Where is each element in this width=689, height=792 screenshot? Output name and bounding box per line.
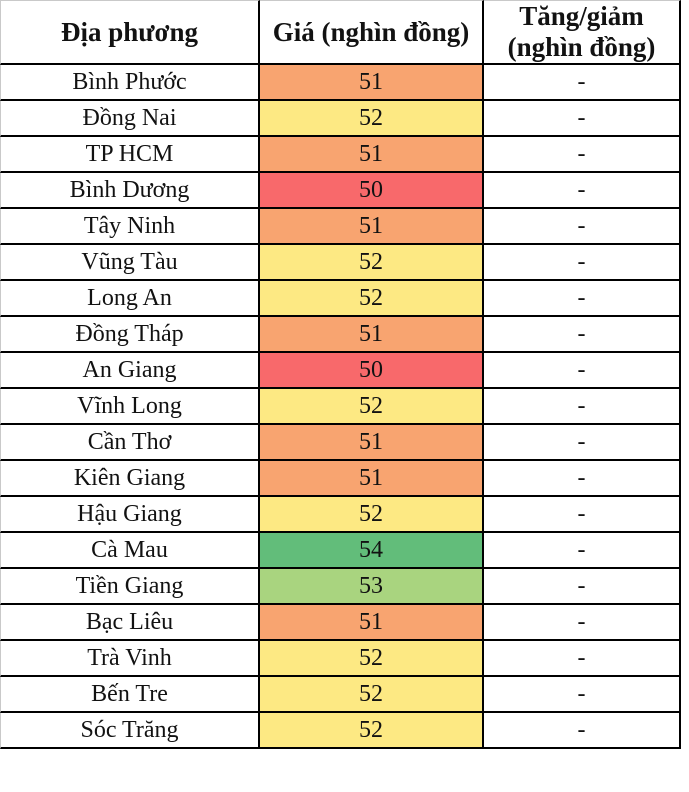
change-cell: - xyxy=(484,245,681,282)
table-row: Hậu Giang 52 - xyxy=(0,497,681,534)
price-cell: 52 xyxy=(260,245,484,282)
change-cell: - xyxy=(484,425,681,462)
change-cell: - xyxy=(484,173,681,210)
table-row: Đồng Nai 52 - xyxy=(0,101,681,138)
table-row: An Giang 50 - xyxy=(0,353,681,390)
price-cell: 52 xyxy=(260,677,484,714)
price-cell: 51 xyxy=(260,605,484,642)
table-row: Vĩnh Long 52 - xyxy=(0,389,681,426)
price-cell: 51 xyxy=(260,209,484,246)
table-row: Bình Dương 50 - xyxy=(0,173,681,210)
table-row: Tây Ninh 51 - xyxy=(0,209,681,246)
table-row: Trà Vinh 52 - xyxy=(0,641,681,678)
column-header-price: Giá (nghìn đồng) xyxy=(260,0,484,66)
table-row: Cần Thơ 51 - xyxy=(0,425,681,462)
table-row: Bạc Liêu 51 - xyxy=(0,605,681,642)
change-cell: - xyxy=(484,533,681,570)
change-cell: - xyxy=(484,389,681,426)
province-cell: Long An xyxy=(0,281,260,318)
column-header-province: Địa phương xyxy=(0,0,260,66)
table-row: Bến Tre 52 - xyxy=(0,677,681,714)
price-cell: 51 xyxy=(260,461,484,498)
price-cell: 51 xyxy=(260,317,484,354)
province-cell: Cần Thơ xyxy=(0,425,260,462)
province-cell: Bình Dương xyxy=(0,173,260,210)
province-cell: Bến Tre xyxy=(0,677,260,714)
change-cell: - xyxy=(484,713,681,750)
change-cell: - xyxy=(484,641,681,678)
province-cell: Đồng Tháp xyxy=(0,317,260,354)
price-cell: 52 xyxy=(260,101,484,138)
change-cell: - xyxy=(484,209,681,246)
change-cell: - xyxy=(484,497,681,534)
province-cell: Cà Mau xyxy=(0,533,260,570)
price-cell: 51 xyxy=(260,65,484,102)
table-row: Tiền Giang 53 - xyxy=(0,569,681,606)
province-cell: Hậu Giang xyxy=(0,497,260,534)
change-cell: - xyxy=(484,317,681,354)
price-cell: 53 xyxy=(260,569,484,606)
province-cell: Tây Ninh xyxy=(0,209,260,246)
province-cell: Tiền Giang xyxy=(0,569,260,606)
table-row: Long An 52 - xyxy=(0,281,681,318)
price-cell: 51 xyxy=(260,137,484,174)
change-cell: - xyxy=(484,569,681,606)
price-cell: 52 xyxy=(260,641,484,678)
province-cell: Bạc Liêu xyxy=(0,605,260,642)
change-cell: - xyxy=(484,137,681,174)
province-cell: Đồng Nai xyxy=(0,101,260,138)
change-cell: - xyxy=(484,461,681,498)
header-row: Địa phương Giá (nghìn đồng) Tăng/giảm (n… xyxy=(0,0,681,66)
price-cell: 54 xyxy=(260,533,484,570)
table-row: Cà Mau 54 - xyxy=(0,533,681,570)
table-body: Bình Phước 51 - Đồng Nai 52 - TP HCM 51 … xyxy=(0,65,681,750)
province-cell: Sóc Trăng xyxy=(0,713,260,750)
province-cell: Trà Vinh xyxy=(0,641,260,678)
price-cell: 52 xyxy=(260,389,484,426)
change-cell: - xyxy=(484,605,681,642)
change-cell: - xyxy=(484,677,681,714)
province-cell: An Giang xyxy=(0,353,260,390)
table-row: Đồng Tháp 51 - xyxy=(0,317,681,354)
change-cell: - xyxy=(484,65,681,102)
price-cell: 52 xyxy=(260,281,484,318)
change-cell: - xyxy=(484,281,681,318)
price-cell: 50 xyxy=(260,353,484,390)
change-cell: - xyxy=(484,353,681,390)
table-row: Bình Phước 51 - xyxy=(0,65,681,102)
province-cell: Vũng Tàu xyxy=(0,245,260,282)
table-row: TP HCM 51 - xyxy=(0,137,681,174)
province-cell: TP HCM xyxy=(0,137,260,174)
price-cell: 50 xyxy=(260,173,484,210)
table-header: Địa phương Giá (nghìn đồng) Tăng/giảm (n… xyxy=(0,0,681,66)
table-row: Vũng Tàu 52 - xyxy=(0,245,681,282)
price-table: Địa phương Giá (nghìn đồng) Tăng/giảm (n… xyxy=(0,0,681,750)
change-cell: - xyxy=(484,101,681,138)
price-cell: 52 xyxy=(260,497,484,534)
price-cell: 51 xyxy=(260,425,484,462)
column-header-change: Tăng/giảm (nghìn đồng) xyxy=(484,0,681,66)
table-row: Kiên Giang 51 - xyxy=(0,461,681,498)
table-row: Sóc Trăng 52 - xyxy=(0,713,681,750)
price-cell: 52 xyxy=(260,713,484,750)
province-cell: Vĩnh Long xyxy=(0,389,260,426)
province-cell: Bình Phước xyxy=(0,65,260,102)
province-cell: Kiên Giang xyxy=(0,461,260,498)
